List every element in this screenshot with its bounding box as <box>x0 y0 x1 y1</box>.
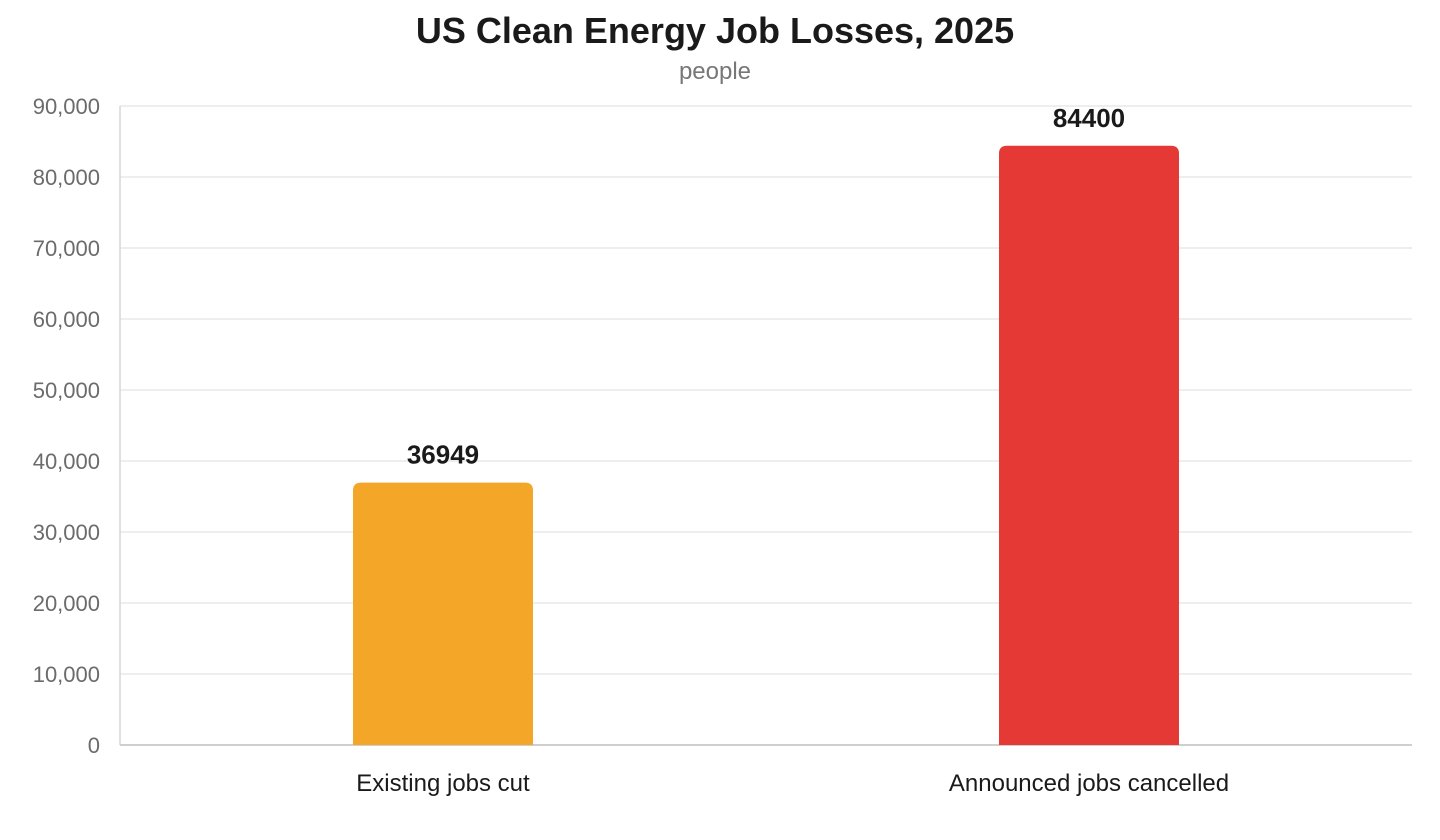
y-axis-ticks: 0 10,000 20,000 30,000 40,000 50,000 60,000 70,… <box>33 94 100 758</box>
chart-subtitle: people <box>678 58 752 85</box>
x-tick-label: Existing jobs cut <box>356 770 530 797</box>
y-tick-label: 0 <box>88 733 100 758</box>
axes <box>119 106 1412 746</box>
bar <box>999 145 1179 745</box>
y-tick-label: 90,000 <box>33 94 100 119</box>
y-tick-label: 20,000 <box>33 591 100 616</box>
data-label: 84400 <box>1053 103 1125 133</box>
data-label: 36949 <box>407 440 479 470</box>
bar <box>353 482 533 745</box>
x-axis-ticks: Existing jobs cut Announced jobs cancelle… <box>356 770 1229 797</box>
y-tick-label: 30,000 <box>33 520 100 545</box>
gridlines <box>120 105 1412 675</box>
y-tick-label: 60,000 <box>33 307 100 332</box>
y-tick-label: 50,000 <box>33 378 100 403</box>
y-tick-label: 40,000 <box>33 449 100 474</box>
y-tick-label: 80,000 <box>33 165 100 190</box>
bars <box>353 145 1179 745</box>
y-tick-label: 10,000 <box>33 662 100 687</box>
y-tick-label: 70,000 <box>33 236 100 261</box>
data-labels: 36949 84400 <box>407 103 1125 470</box>
x-tick-label: Announced jobs cancelled <box>949 770 1229 797</box>
chart-title: US Clean Energy Job Losses, 2025 <box>415 10 1015 51</box>
